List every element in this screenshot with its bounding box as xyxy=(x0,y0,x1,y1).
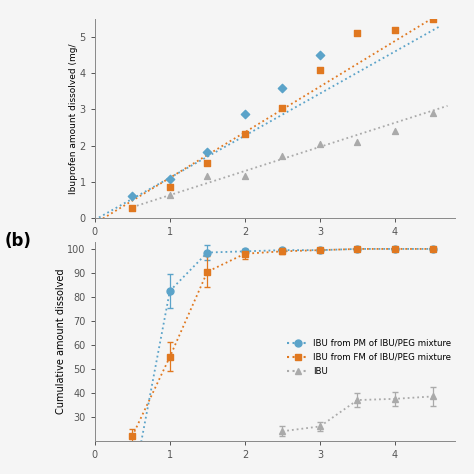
Point xyxy=(203,159,211,167)
Point xyxy=(279,104,286,111)
Point xyxy=(128,204,136,212)
Point xyxy=(391,26,399,34)
Point xyxy=(428,109,436,117)
Point xyxy=(241,173,249,180)
Point xyxy=(354,30,361,37)
Point xyxy=(279,152,286,160)
Point xyxy=(203,148,211,156)
Point xyxy=(166,191,173,198)
Point xyxy=(279,84,286,91)
Point xyxy=(241,130,249,138)
Point xyxy=(166,175,173,183)
Y-axis label: Ibuprofen amount dissolved (mg/: Ibuprofen amount dissolved (mg/ xyxy=(69,43,78,194)
Point xyxy=(391,128,399,135)
Point xyxy=(166,183,173,191)
Point xyxy=(428,15,436,23)
X-axis label: Time (min): Time (min) xyxy=(245,243,305,253)
Point xyxy=(354,138,361,146)
Text: (b): (b) xyxy=(5,232,32,250)
Point xyxy=(316,140,324,147)
Legend: IBU from PM of IBU/PEG mixture, IBU from FM of IBU/PEG mixture, IBU: IBU from PM of IBU/PEG mixture, IBU from… xyxy=(283,335,455,379)
Point xyxy=(128,192,136,200)
Point xyxy=(316,51,324,59)
Y-axis label: Cumulative amount dissolved: Cumulative amount dissolved xyxy=(56,269,66,414)
Point xyxy=(241,110,249,118)
Point xyxy=(203,173,211,180)
Point xyxy=(316,66,324,73)
